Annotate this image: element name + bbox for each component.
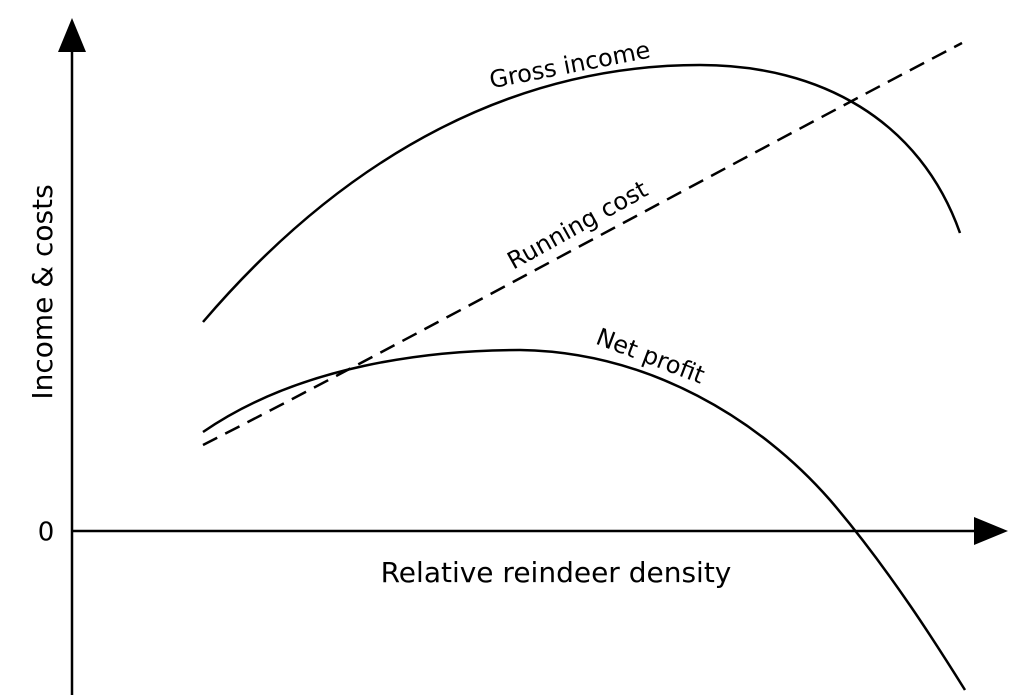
y-axis-arrow: [58, 18, 86, 52]
curve-label: Net profit: [592, 323, 708, 390]
x-axis-label: Relative reindeer density: [381, 556, 732, 589]
gross-income-curve: [202, 63, 962, 323]
y-axis-label: Income & costs: [26, 184, 59, 399]
curve-label: Running cost: [503, 175, 653, 275]
net-profit-curve: [202, 348, 967, 691]
zero-label: 0: [38, 518, 55, 548]
running-cost-curve: [202, 41, 963, 447]
curve-label: Gross income: [487, 36, 653, 95]
x-axis-arrow: [974, 517, 1008, 545]
